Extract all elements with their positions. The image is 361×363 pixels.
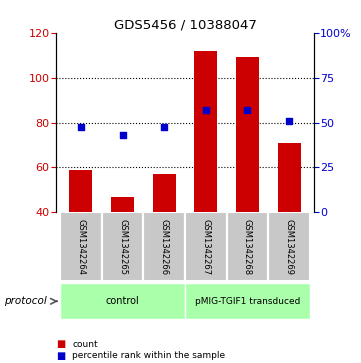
Bar <box>236 57 259 212</box>
Bar <box>60 212 102 281</box>
Text: pMIG-TGIF1 transduced: pMIG-TGIF1 transduced <box>195 297 300 306</box>
Text: GSM1342265: GSM1342265 <box>118 219 127 275</box>
Bar <box>185 212 227 281</box>
Bar <box>194 51 217 212</box>
Text: GSM1342264: GSM1342264 <box>77 219 86 275</box>
Text: GSM1342266: GSM1342266 <box>160 219 169 275</box>
Point <box>78 124 84 130</box>
Bar <box>278 143 301 212</box>
Text: GSM1342267: GSM1342267 <box>201 219 210 275</box>
Bar <box>268 212 310 281</box>
Bar <box>153 174 176 212</box>
Bar <box>185 283 310 319</box>
Text: protocol: protocol <box>4 296 46 306</box>
Bar <box>69 170 92 212</box>
Point <box>161 124 167 130</box>
Bar <box>60 283 185 319</box>
Bar <box>227 212 268 281</box>
Text: ■: ■ <box>56 339 65 349</box>
Point <box>244 107 250 113</box>
Bar <box>143 212 185 281</box>
Text: ■: ■ <box>56 351 65 361</box>
Point <box>120 132 126 138</box>
Text: count: count <box>72 340 98 348</box>
Title: GDS5456 / 10388047: GDS5456 / 10388047 <box>114 19 256 32</box>
Point <box>286 118 292 124</box>
Text: control: control <box>106 296 139 306</box>
Point <box>203 107 209 113</box>
Bar <box>111 197 134 212</box>
Bar <box>102 212 143 281</box>
Text: percentile rank within the sample: percentile rank within the sample <box>72 351 225 360</box>
Text: GSM1342268: GSM1342268 <box>243 219 252 275</box>
Text: GSM1342269: GSM1342269 <box>284 219 293 275</box>
